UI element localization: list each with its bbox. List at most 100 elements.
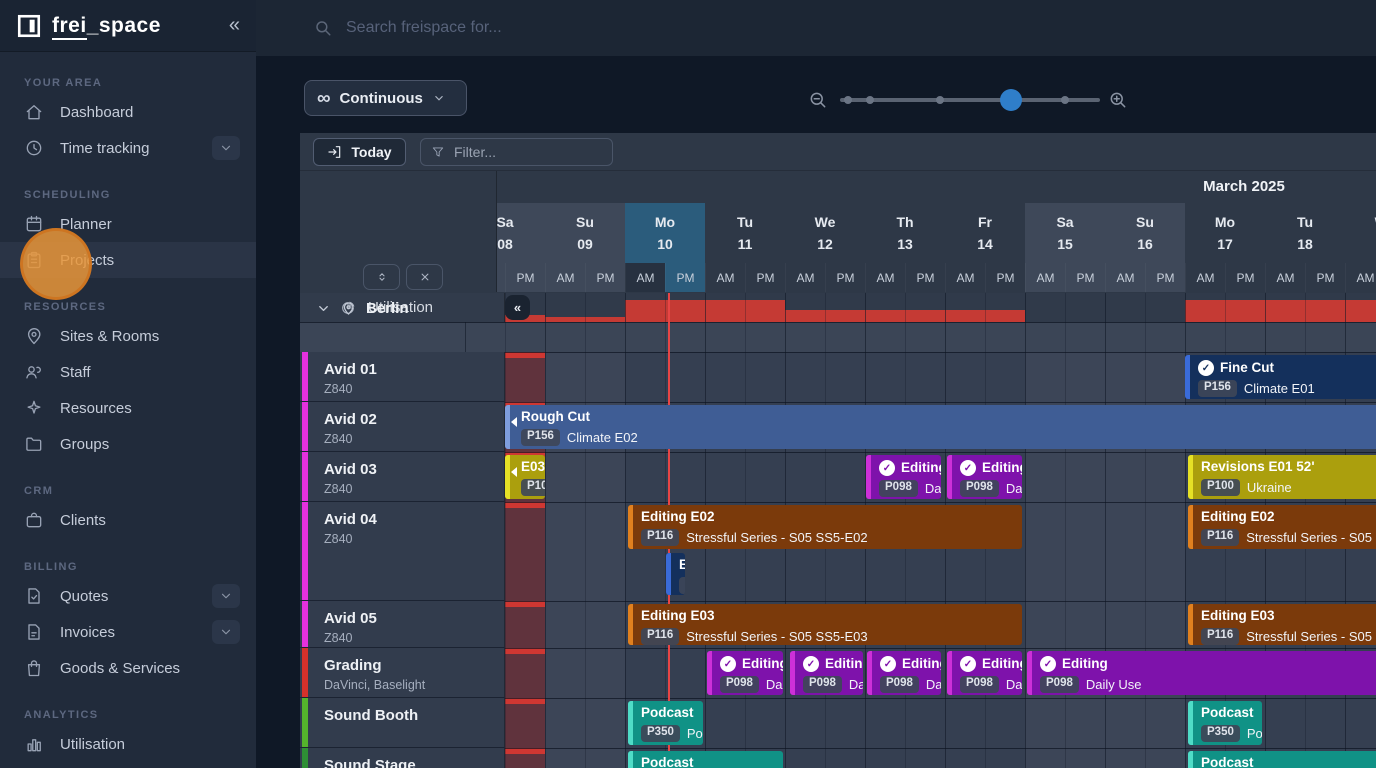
booking-fine-cut[interactable]: ✓ Fine Cut P156 Climate E01	[1185, 355, 1376, 399]
sidebar-item-resources[interactable]: Resources	[0, 390, 256, 426]
filter-input[interactable]	[454, 144, 594, 160]
pm-cell[interactable]: PM	[745, 263, 785, 292]
pm-cell[interactable]: PM	[1225, 263, 1265, 292]
sidebar-item-goods-services[interactable]: Goods & Services	[0, 650, 256, 686]
half-day-label: AM	[636, 270, 655, 285]
collapse-left-panel-button[interactable]: «	[505, 295, 530, 320]
utilisation-row-label[interactable]: Utilisation	[300, 293, 505, 322]
sidebar-item-groups[interactable]: Groups	[0, 426, 256, 462]
resource-row-avid-02[interactable]: Avid 02 Z840	[300, 402, 505, 452]
sidebar-collapse-icon[interactable]: «	[228, 14, 240, 36]
pm-cell[interactable]: PM	[905, 263, 945, 292]
today-button[interactable]: Today	[313, 138, 406, 166]
view-mode-dropdown[interactable]: ∞ Continuous	[304, 80, 467, 116]
day-header-cell-we12[interactable]: We 12	[785, 203, 865, 263]
sidebar-item-quotes[interactable]: Quotes	[0, 578, 256, 614]
day-header-cell-th13[interactable]: Th 13	[865, 203, 945, 263]
group-label-berlin[interactable]: Berlin	[300, 293, 505, 323]
am-cell[interactable]: AM	[625, 263, 665, 292]
pm-cell[interactable]: PM	[505, 263, 545, 292]
booking-editing-e03[interactable]: Editing E03 P116 Stressful Series - S05 S…	[628, 604, 1022, 645]
resource-row-avid-03[interactable]: Avid 03 Z840	[300, 452, 505, 502]
resource-row-avid-04[interactable]: Avid 04 Z840	[300, 502, 505, 601]
pm-cell[interactable]: PM	[985, 263, 1025, 292]
pm-cell[interactable]: PM	[1305, 263, 1345, 292]
pm-cell[interactable]: PM	[585, 263, 625, 292]
booking-editing-daily-use[interactable]: ✓ Editing P098 Daily Use	[1027, 651, 1376, 695]
resource-row-avid-05[interactable]: Avid 05 Z840	[300, 601, 505, 648]
booking-e03-plus[interactable]: E03 + P100	[505, 455, 545, 499]
zoom-in-icon[interactable]	[1108, 90, 1128, 110]
day-header-cell-mo10[interactable]: Mo 10	[625, 203, 705, 263]
resource-row-sound-stage[interactable]: Sound Stage	[300, 748, 505, 768]
booking-podcast[interactable]: Podcast P350Pod	[1188, 751, 1376, 768]
day-header-cell-su09[interactable]: Su 09	[545, 203, 625, 263]
am-cell[interactable]: AM	[1185, 263, 1225, 292]
chevron-down-icon[interactable]	[212, 584, 240, 608]
am-cell[interactable]: AM	[1025, 263, 1065, 292]
pm-cell[interactable]: PM	[825, 263, 865, 292]
chevron-down-icon[interactable]	[212, 620, 240, 644]
resource-row-grading[interactable]: Grading DaVinci, Baselight	[300, 648, 505, 698]
zoom-slider-handle[interactable]	[1000, 89, 1022, 111]
am-cell[interactable]: AM	[1265, 263, 1305, 292]
sidebar-item-clients[interactable]: Clients	[0, 502, 256, 538]
filter-input-box[interactable]	[420, 138, 613, 166]
booking-mini[interactable]: E P	[666, 553, 685, 595]
am-cell[interactable]: AM	[705, 263, 745, 292]
am-cell[interactable]: AM	[785, 263, 825, 292]
day-header-cell-tu18[interactable]: Tu 18	[1265, 203, 1345, 263]
sidebar-item-planner[interactable]: Planner	[0, 206, 256, 242]
am-cell[interactable]: AM	[865, 263, 905, 292]
resource-name: Avid 05	[324, 610, 377, 627]
half-day-label: AM	[796, 270, 815, 285]
day-header-cell-mo17[interactable]: Mo 17	[1185, 203, 1265, 263]
booking-revisions[interactable]: Revisions E01 52' P100 Ukraine	[1188, 455, 1376, 499]
chevron-down-icon[interactable]	[212, 136, 240, 160]
booking-podcast[interactable]: Podcast P350Pod	[1188, 701, 1262, 745]
booking-rough-cut[interactable]: Rough Cut P156 Climate E02	[505, 405, 1376, 449]
sidebar-item-dashboard[interactable]: Dashboard	[0, 94, 256, 130]
sidebar-item-label: Goods & Services	[60, 659, 181, 677]
booking-editing-e03-right[interactable]: Editing E03 P116 Stressful Series - S05 S	[1188, 604, 1376, 645]
booking-editing-e02[interactable]: Editing E02 P116 Stressful Series - S05 S…	[628, 505, 1022, 549]
booking-podcast[interactable]: Podcast P350Pod	[628, 751, 783, 768]
half-day-label: PM	[596, 270, 615, 285]
pm-cell[interactable]: PM	[1145, 263, 1185, 292]
close-icon	[421, 273, 428, 281]
sidebar-item-time-tracking[interactable]: Time tracking	[0, 130, 256, 166]
pm-cell[interactable]: PM	[1065, 263, 1105, 292]
pm-cell[interactable]: PM	[665, 263, 705, 292]
zoom-out-icon[interactable]	[808, 90, 828, 110]
am-cell[interactable]: AM	[545, 263, 585, 292]
booking-editing-e02-right[interactable]: Editing E02 P116 Stressful Series - S05 S	[1188, 505, 1376, 549]
day-header-cell-fr14[interactable]: Fr 14	[945, 203, 1025, 263]
am-cell[interactable]: AM	[1345, 263, 1376, 292]
row-divider	[300, 748, 1376, 749]
zoom-slider-track[interactable]	[840, 89, 1100, 111]
resource-row-avid-01[interactable]: Avid 01 Z840	[300, 352, 505, 402]
pin-icon	[24, 326, 44, 346]
global-search-input[interactable]	[346, 19, 766, 37]
sidebar-item-utilisation[interactable]: Utilisation	[0, 726, 256, 762]
close-button[interactable]	[406, 264, 443, 290]
day-header-cell-su16[interactable]: Su 16	[1105, 203, 1185, 263]
am-cell[interactable]: AM	[945, 263, 985, 292]
resource-row-sound-booth[interactable]: Sound Booth	[300, 698, 505, 748]
sidebar-item-staff[interactable]: Staff	[0, 354, 256, 390]
unfold-rows-button[interactable]	[363, 264, 400, 290]
sidebar-item-projects[interactable]: Projects	[0, 242, 256, 278]
sidebar-item-invoices[interactable]: Invoices	[0, 614, 256, 650]
sidebar-item-sites-rooms[interactable]: Sites & Rooms	[0, 318, 256, 354]
am-cell[interactable]: AM	[1105, 263, 1145, 292]
day-header-cell-we19[interactable]: We19	[1345, 203, 1376, 263]
day-header-cell-tu11[interactable]: Tu 11	[705, 203, 785, 263]
booking-podcast[interactable]: Podcast P350Pod	[628, 701, 703, 745]
day-header-cell-sa15[interactable]: Sa 15	[1025, 203, 1105, 263]
